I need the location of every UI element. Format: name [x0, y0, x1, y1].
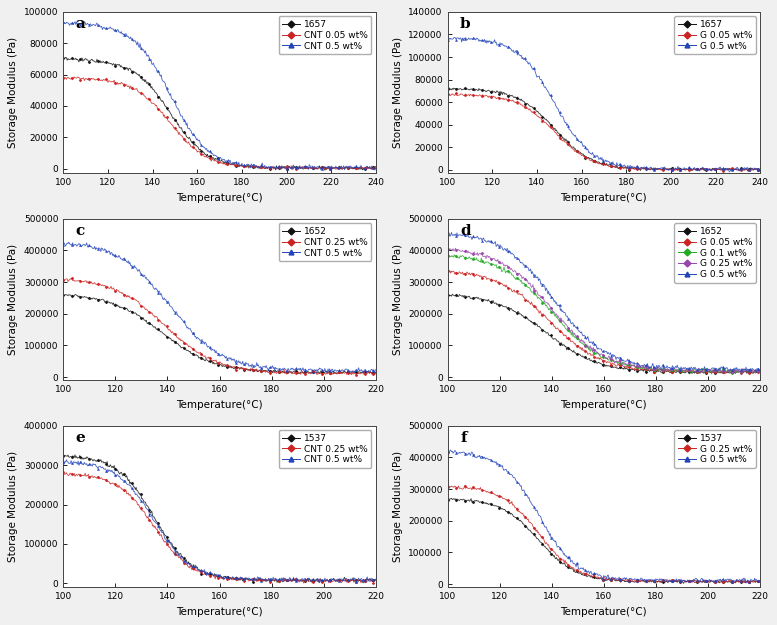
Legend: 1652, G 0.05 wt%, G 0.1 wt%, G 0.25 wt%, G 0.5 wt%: 1652, G 0.05 wt%, G 0.1 wt%, G 0.25 wt%,…	[674, 223, 756, 282]
Y-axis label: Storage Modulus (Pa): Storage Modulus (Pa)	[392, 37, 402, 148]
Y-axis label: Storage Modulus (Pa): Storage Modulus (Pa)	[9, 244, 19, 355]
Legend: 1537, CNT 0.25 wt%, CNT 0.5 wt%: 1537, CNT 0.25 wt%, CNT 0.5 wt%	[279, 430, 371, 468]
Legend: 1537, G 0.25 wt%, G 0.5 wt%: 1537, G 0.25 wt%, G 0.5 wt%	[674, 430, 756, 468]
Legend: 1652, CNT 0.25 wt%, CNT 0.5 wt%: 1652, CNT 0.25 wt%, CNT 0.5 wt%	[279, 223, 371, 261]
Y-axis label: Storage Modulus (Pa): Storage Modulus (Pa)	[392, 244, 402, 355]
X-axis label: Temperature(°C): Temperature(°C)	[560, 192, 647, 202]
X-axis label: Temperature(°C): Temperature(°C)	[560, 400, 647, 410]
Legend: 1657, CNT 0.05 wt%, CNT 0.5 wt%: 1657, CNT 0.05 wt%, CNT 0.5 wt%	[279, 16, 371, 54]
X-axis label: Temperature(°C): Temperature(°C)	[176, 192, 263, 202]
Text: e: e	[75, 431, 85, 444]
Text: f: f	[460, 431, 467, 444]
Text: c: c	[75, 224, 85, 238]
X-axis label: Temperature(°C): Temperature(°C)	[176, 400, 263, 410]
Legend: 1657, G 0.05 wt%, G 0.5 wt%: 1657, G 0.05 wt%, G 0.5 wt%	[674, 16, 756, 54]
X-axis label: Temperature(°C): Temperature(°C)	[176, 607, 263, 617]
Y-axis label: Storage Modulus (Pa): Storage Modulus (Pa)	[9, 451, 19, 562]
Text: a: a	[75, 17, 85, 31]
Y-axis label: Storage Modulus (Pa): Storage Modulus (Pa)	[9, 37, 19, 148]
Text: b: b	[460, 17, 471, 31]
X-axis label: Temperature(°C): Temperature(°C)	[560, 607, 647, 617]
Y-axis label: Storage Modulus (Pa): Storage Modulus (Pa)	[392, 451, 402, 562]
Text: d: d	[460, 224, 471, 238]
